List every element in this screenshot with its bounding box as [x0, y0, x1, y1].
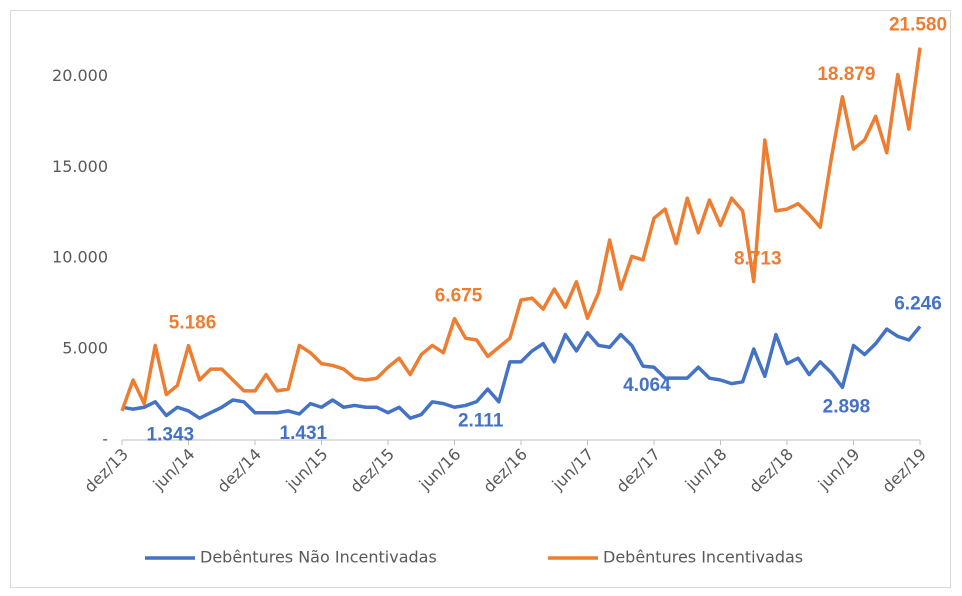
- data-label: 6.675: [435, 286, 483, 307]
- data-label: 1.431: [280, 423, 328, 444]
- y-tick-label: 10.000: [52, 248, 108, 267]
- y-tick-label: -: [102, 430, 108, 449]
- series-line: [120, 47, 922, 412]
- data-label: 2.111: [458, 411, 504, 432]
- legend-label: Debêntures Incentivadas: [603, 548, 803, 567]
- y-tick-label: 20.000: [52, 66, 108, 85]
- legend-label: Debêntures Não Incentivadas: [200, 548, 437, 567]
- data-label: 4.064: [623, 375, 671, 396]
- data-label: 18.879: [817, 64, 875, 85]
- data-label: 1.343: [147, 425, 195, 446]
- series-line: [121, 325, 922, 420]
- data-label: 21.580: [889, 15, 947, 36]
- data-label: 5.186: [169, 313, 217, 334]
- chart-frame: [10, 10, 951, 588]
- data-label: 8.713: [734, 249, 782, 270]
- y-tick-label: 15.000: [52, 157, 108, 176]
- data-label: 6.246: [894, 293, 942, 314]
- y-tick-label: 5.000: [62, 339, 108, 358]
- data-label: 2.898: [823, 396, 871, 417]
